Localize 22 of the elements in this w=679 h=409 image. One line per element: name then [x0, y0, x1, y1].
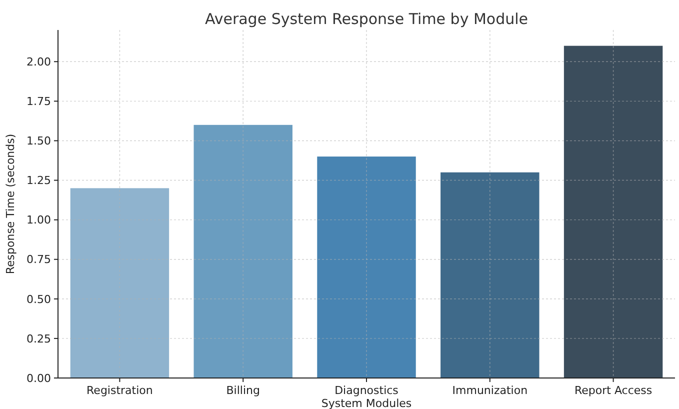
x-axis-title: System Modules [321, 397, 412, 409]
bar [564, 46, 663, 378]
y-tick-label: 0.75 [26, 253, 51, 266]
y-tick-label: 1.50 [26, 134, 51, 148]
x-tick-label: Registration [86, 384, 153, 397]
y-axis-title: Response Time (seconds) [4, 134, 17, 274]
y-tick-label: 1.25 [26, 174, 51, 188]
bar [194, 124, 292, 378]
chart-title: Average System Response Time by Module [204, 10, 528, 28]
y-tick-label: 0.25 [26, 332, 51, 346]
y-tick-label: 2.00 [26, 55, 51, 68]
x-tick-label: Billing [226, 384, 260, 397]
bar [440, 172, 540, 378]
x-tick-label: Immunization [452, 384, 528, 397]
y-tick-label: 0.00 [26, 372, 51, 385]
bar [70, 188, 170, 378]
bar [317, 156, 416, 378]
x-tick-label: Diagnostics [334, 384, 399, 397]
x-tick-label: Report Access [574, 384, 652, 397]
y-tick-label: 0.50 [26, 292, 51, 306]
y-tick-label: 1.00 [26, 214, 51, 227]
y-tick-label: 1.75 [26, 95, 51, 108]
